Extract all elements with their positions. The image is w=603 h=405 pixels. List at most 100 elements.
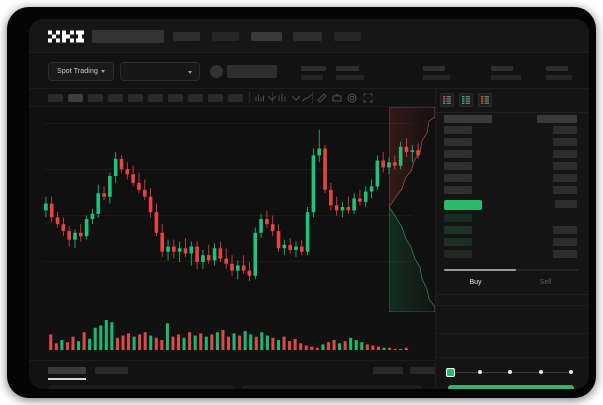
ticker-stat-4 bbox=[546, 66, 572, 80]
slider-stop-4[interactable] bbox=[569, 370, 573, 374]
ask-price bbox=[444, 115, 492, 123]
ask-price bbox=[444, 126, 472, 134]
ask-size bbox=[553, 138, 577, 146]
bottom-tab-bar bbox=[29, 360, 440, 382]
chart-type-icon[interactable] bbox=[278, 93, 288, 103]
market-type-label: Spot Trading bbox=[57, 68, 98, 75]
buy-sell-tabs: Buy Sell bbox=[436, 275, 589, 295]
ask-size bbox=[553, 174, 577, 182]
orderbook-bid-row[interactable] bbox=[436, 250, 589, 259]
form-divider bbox=[436, 305, 589, 306]
bottom-panel-0[interactable] bbox=[48, 385, 234, 389]
amount-slider-track[interactable] bbox=[450, 370, 573, 374]
orderbook-scrollbar[interactable] bbox=[444, 269, 578, 271]
device-frame: Spot Trading bbox=[7, 7, 596, 398]
volume-chart bbox=[29, 312, 435, 360]
indicators-icon[interactable] bbox=[255, 93, 265, 103]
nav-item-2[interactable] bbox=[251, 32, 282, 41]
timeframe-button-7[interactable] bbox=[188, 94, 203, 102]
depth-chart-overlay bbox=[389, 107, 435, 312]
timeframe-button-4[interactable] bbox=[128, 94, 143, 102]
slider-stop-1[interactable] bbox=[478, 370, 482, 374]
nav-item-1[interactable] bbox=[212, 32, 239, 41]
candlestick-series bbox=[44, 129, 420, 281]
asks-only-icon[interactable] bbox=[478, 93, 492, 107]
ticker-stat-3 bbox=[491, 66, 521, 80]
trading-pair-select[interactable] bbox=[120, 62, 200, 81]
toolbar-divider bbox=[272, 92, 273, 103]
market-type-dropdown[interactable]: Spot Trading bbox=[48, 62, 114, 81]
slider-stop-3[interactable] bbox=[539, 370, 543, 374]
fullscreen-icon[interactable] bbox=[363, 93, 373, 103]
top-navigation-bar bbox=[29, 19, 589, 53]
ask-size bbox=[553, 150, 577, 158]
toolbar-divider bbox=[249, 92, 250, 103]
scrollbar-thumb[interactable] bbox=[444, 269, 516, 271]
pair-name-placeholder bbox=[227, 65, 277, 78]
orderbook-ask-row[interactable] bbox=[436, 115, 589, 124]
timeframe-button-9[interactable] bbox=[228, 94, 243, 102]
both-sides-icon[interactable] bbox=[440, 93, 454, 107]
ask-price bbox=[444, 186, 472, 194]
bottom-action-0[interactable] bbox=[373, 367, 403, 374]
ask-price bbox=[444, 138, 472, 146]
orderbook-rows[interactable] bbox=[436, 113, 589, 265]
gridline bbox=[43, 261, 413, 262]
ask-price bbox=[444, 150, 472, 158]
ask-price bbox=[444, 174, 472, 182]
orderbook-ask-row[interactable] bbox=[436, 126, 589, 135]
amount-slider-handle[interactable] bbox=[446, 368, 455, 377]
bid-size bbox=[553, 226, 577, 234]
orderbook-last-price bbox=[436, 200, 589, 210]
orderbook-ask-row[interactable] bbox=[436, 162, 589, 171]
bid-price bbox=[444, 214, 472, 222]
gridline bbox=[43, 169, 413, 170]
ruler-icon[interactable] bbox=[317, 93, 327, 103]
ticker-stat-0 bbox=[301, 66, 326, 80]
bottom-tab-1[interactable] bbox=[95, 367, 128, 374]
toolbar-divider bbox=[312, 92, 313, 103]
orderbook-ask-row[interactable] bbox=[436, 174, 589, 183]
camera-icon[interactable] bbox=[332, 93, 342, 103]
timeframe-button-8[interactable] bbox=[208, 94, 223, 102]
nav-item-4[interactable] bbox=[334, 32, 361, 41]
nav-item-3[interactable] bbox=[293, 32, 322, 41]
tab-sell[interactable]: Sell bbox=[539, 279, 552, 286]
timeframe-button-0[interactable] bbox=[48, 94, 63, 102]
chart-toolbar bbox=[29, 89, 435, 107]
price-chart[interactable] bbox=[29, 107, 435, 312]
ask-size bbox=[553, 126, 577, 134]
search-input[interactable] bbox=[92, 30, 164, 43]
orderbook-ask-row[interactable] bbox=[436, 138, 589, 147]
bottom-action-1[interactable] bbox=[410, 367, 440, 374]
timeframe-button-3[interactable] bbox=[108, 94, 123, 102]
submit-order-button[interactable] bbox=[448, 385, 574, 389]
timeframe-button-5[interactable] bbox=[148, 94, 163, 102]
bids-only-icon[interactable] bbox=[459, 93, 473, 107]
orderbook-bid-row[interactable] bbox=[436, 226, 589, 235]
timeframe-button-6[interactable] bbox=[168, 94, 183, 102]
nav-item-0[interactable] bbox=[173, 32, 200, 41]
orderbook-bid-row[interactable] bbox=[436, 238, 589, 247]
trendline-icon[interactable] bbox=[302, 93, 312, 103]
last-price-value bbox=[444, 200, 482, 210]
chevron-down-icon[interactable] bbox=[267, 93, 277, 103]
tab-buy[interactable]: Buy bbox=[469, 279, 482, 286]
ask-size bbox=[553, 186, 577, 194]
orderbook-ask-row[interactable] bbox=[436, 150, 589, 159]
okx-logo[interactable] bbox=[48, 30, 84, 43]
last-price-size bbox=[555, 200, 577, 208]
bottom-tab-0[interactable] bbox=[48, 367, 86, 374]
orderbook-ask-row[interactable] bbox=[436, 186, 589, 195]
slider-stop-2[interactable] bbox=[508, 370, 512, 374]
timeframe-button-2[interactable] bbox=[88, 94, 103, 102]
chevron-down-icon[interactable] bbox=[291, 93, 301, 103]
settings-icon[interactable] bbox=[347, 93, 357, 103]
form-divider bbox=[436, 333, 589, 334]
timeframe-button-1[interactable] bbox=[68, 94, 83, 102]
bottom-panel-1[interactable] bbox=[241, 385, 423, 389]
chevron-down-icon bbox=[188, 71, 192, 74]
divider bbox=[436, 112, 589, 113]
bid-size bbox=[553, 250, 577, 258]
orderbook-bid-row[interactable] bbox=[436, 214, 589, 223]
